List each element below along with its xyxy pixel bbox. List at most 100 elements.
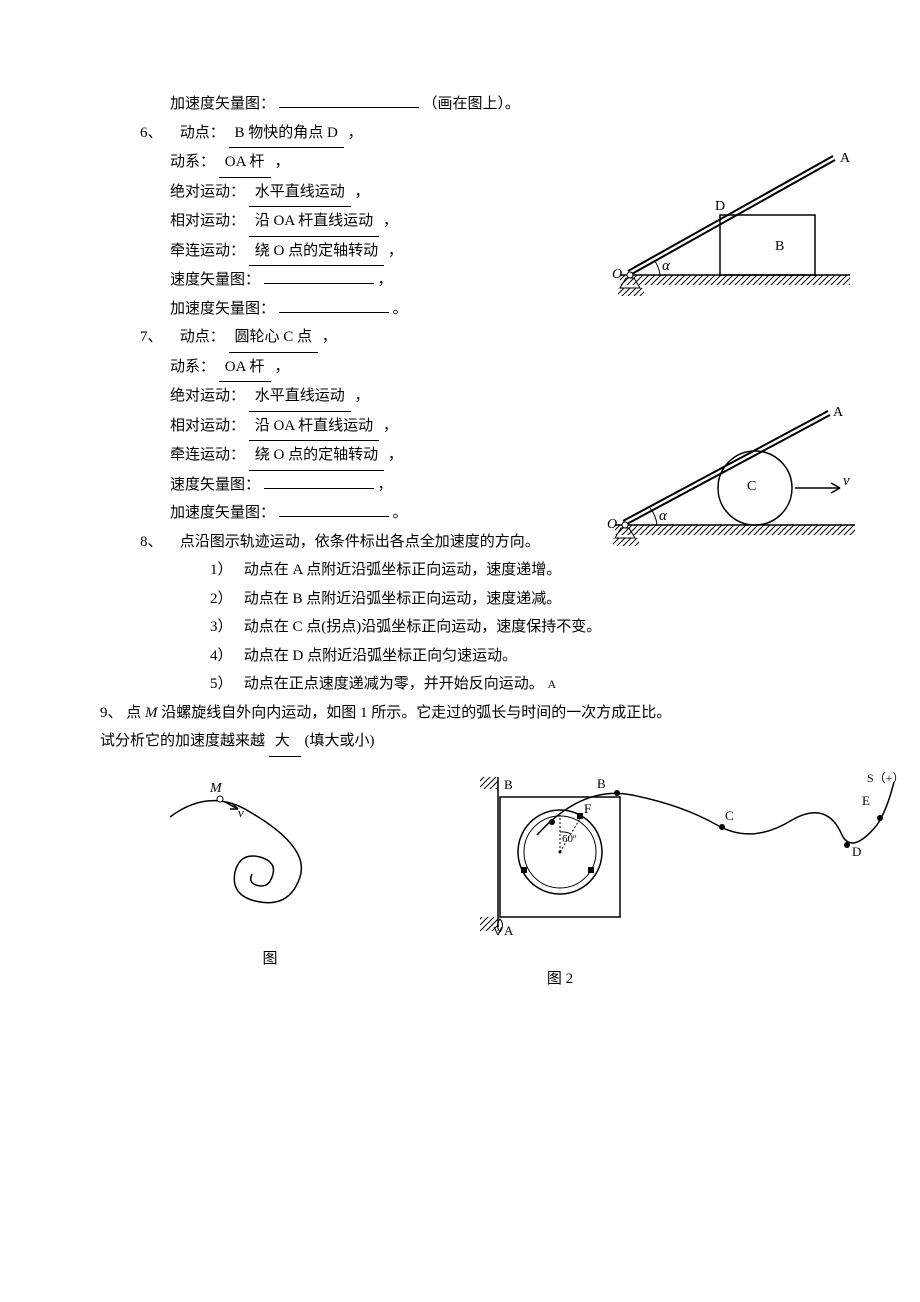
q7-period: 。 <box>393 505 408 521</box>
q6-comma2: ， <box>275 154 290 170</box>
q6-comma6: ， <box>378 272 393 288</box>
fig6-a: A <box>840 151 851 166</box>
q6-ans-car: 绕 O 点的定轴转动 <box>249 237 384 267</box>
fig8-d: D <box>852 844 861 859</box>
q9-mid: 沿螺旋线自外向内运动，如图 1 所示。它走过的弧长与时间的一次方成正比。 <box>161 705 671 721</box>
q7-label-rel: 相对运动： <box>170 418 245 434</box>
q7-label-car: 牵连运动： <box>170 447 245 463</box>
fig1-m: M <box>209 781 223 796</box>
fig6-alpha: α <box>662 258 671 274</box>
fig7-a: A <box>833 405 844 420</box>
trajectory-icon: B C D E S（+） <box>522 770 902 860</box>
fig7-v: v⃗ <box>843 473 861 489</box>
q7-ans-car: 绕 O 点的定轴转动 <box>249 441 384 471</box>
q8-num: 8、 <box>140 528 176 557</box>
q7-ans-abs: 水平直线运动 <box>249 382 351 412</box>
q6-label-sys: 动系： <box>170 154 215 170</box>
q6-ans-point: B 物快的角点 D <box>229 119 344 149</box>
q7-label-sys: 动系： <box>170 359 215 375</box>
q7-ans-sys: OA 杆 <box>219 353 271 383</box>
q8-sub-5: 5） <box>210 670 240 699</box>
fig6-d: D <box>715 199 725 214</box>
figure-q7: O A C v⃗ α <box>595 400 865 561</box>
fig6-b: B <box>775 239 784 254</box>
figure-q8: B C D E S（+） <box>522 770 902 871</box>
fig6-o: O <box>612 267 622 282</box>
fig8-c: C <box>725 808 734 823</box>
q9-line1: 9、 点 M 沿螺旋线自外向内运动，如图 1 所示。它走过的弧长与时间的一次方成… <box>100 699 830 728</box>
q7-acc-blank[interactable] <box>279 500 389 518</box>
q6-ans-abs: 水平直线运动 <box>249 178 351 208</box>
q7-num: 7、 <box>140 323 176 352</box>
q8-item-2: 2） 动点在 B 点附近沿弧坐标正向运动，速度递减。 <box>100 585 830 614</box>
q9-m: M <box>145 705 158 721</box>
q8-fig-a-inline: A <box>548 677 557 691</box>
q7-ans-rel: 沿 OA 杆直线运动 <box>249 412 379 442</box>
lever-block-icon: O A B D α <box>600 150 860 300</box>
q6-label-acc: 加速度矢量图： <box>170 301 275 317</box>
q6-vel-blank[interactable] <box>264 267 374 285</box>
q8-sub-4: 4） <box>210 642 240 671</box>
fig7-alpha: α <box>659 508 668 524</box>
figure-1: M v 图 <box>160 777 380 994</box>
q6-label-vel: 速度矢量图： <box>170 272 260 288</box>
top-accel-blank[interactable] <box>279 91 419 109</box>
q9-line2: 试分析它的加速度越来越 大 (填大或小) <box>100 727 830 757</box>
q6-acc-blank[interactable] <box>279 295 389 313</box>
q6-period: 。 <box>393 301 408 317</box>
q7-comma3: ， <box>355 388 370 404</box>
fig7-c: C <box>747 479 756 494</box>
q7-vel-blank[interactable] <box>264 471 374 489</box>
fig8-e: E <box>862 793 870 808</box>
fig1-cap: 图 <box>160 945 380 974</box>
q6-label-point: 动点： <box>180 125 225 141</box>
q9-answer: 大 <box>269 727 301 757</box>
q6-comma1: ， <box>348 125 363 141</box>
q8-text-3: 动点在 C 点(拐点)沿弧坐标正向运动，速度保持不变。 <box>244 619 602 635</box>
q7-sys: 动系： OA 杆 ， <box>100 353 830 383</box>
figure-q6: O A B D α <box>600 150 860 311</box>
q9-prefix: 点 <box>126 705 141 721</box>
q8-text-4: 动点在 D 点附近沿弧坐标正向匀速运动。 <box>244 648 517 664</box>
q6-ans-rel: 沿 OA 杆直线运动 <box>249 207 379 237</box>
q6-comma5: ， <box>388 243 403 259</box>
q7-comma5: ， <box>388 447 403 463</box>
fig2-b: B <box>504 777 513 792</box>
q8-title-text: 点沿图示轨迹运动，依条件标出各点全加速度的方向。 <box>180 534 540 550</box>
q8-text-5: 动点在正点速度递减为零，并开始反向运动。 <box>244 676 544 692</box>
fig8-s: S（+） <box>867 771 902 785</box>
q8-item-5: 5） 动点在正点速度递减为零，并开始反向运动。 A <box>100 670 830 699</box>
fig7-o: O <box>607 517 617 532</box>
q6-point: 6、 动点： B 物快的角点 D ， <box>100 119 830 149</box>
fig2-a: A <box>504 923 514 938</box>
q6-label-car: 牵连运动： <box>170 243 245 259</box>
top-accel-prefix: 加速度矢量图： <box>170 96 275 112</box>
q7-point: 7、 动点： 圆轮心 C 点 ， <box>100 323 830 353</box>
q6-ans-sys: OA 杆 <box>219 148 271 178</box>
q6-comma4: ， <box>383 213 398 229</box>
q7-comma2: ， <box>275 359 290 375</box>
q8-item-4: 4） 动点在 D 点附近沿弧坐标正向匀速运动。 <box>100 642 830 671</box>
q6-num: 6、 <box>140 119 176 148</box>
q6-label-rel: 相对运动： <box>170 213 245 229</box>
q7-comma4: ， <box>383 418 398 434</box>
q9-line2-suffix: (填大或小) <box>305 733 375 749</box>
q6-comma3: ， <box>355 184 370 200</box>
q8-text-1: 动点在 A 点附近沿弧坐标正向运动，速度递增。 <box>244 562 562 578</box>
q7-label-abs: 绝对运动： <box>170 388 245 404</box>
q7-label-acc: 加速度矢量图： <box>170 505 275 521</box>
q8-item-3: 3） 动点在 C 点(拐点)沿弧坐标正向运动，速度保持不变。 <box>100 613 830 642</box>
q9-num: 9、 <box>100 705 123 721</box>
top-accel-note: （画在图上）。 <box>423 96 521 112</box>
top-accel-line: 加速度矢量图： （画在图上）。 <box>100 90 830 119</box>
fig1-v: v <box>238 805 244 820</box>
q7-comma6: ， <box>378 477 393 493</box>
lever-wheel-icon: O A C v⃗ α <box>595 400 865 550</box>
q8-sub-2: 2） <box>210 585 240 614</box>
q7-label-vel: 速度矢量图： <box>170 477 260 493</box>
spiral-icon: M v <box>160 777 380 927</box>
q8-sub-1: 1） <box>210 556 240 585</box>
q7-label-point: 动点： <box>180 329 225 345</box>
fig2-cap: 图 2 <box>460 965 660 994</box>
q8-sub-3: 3） <box>210 613 240 642</box>
